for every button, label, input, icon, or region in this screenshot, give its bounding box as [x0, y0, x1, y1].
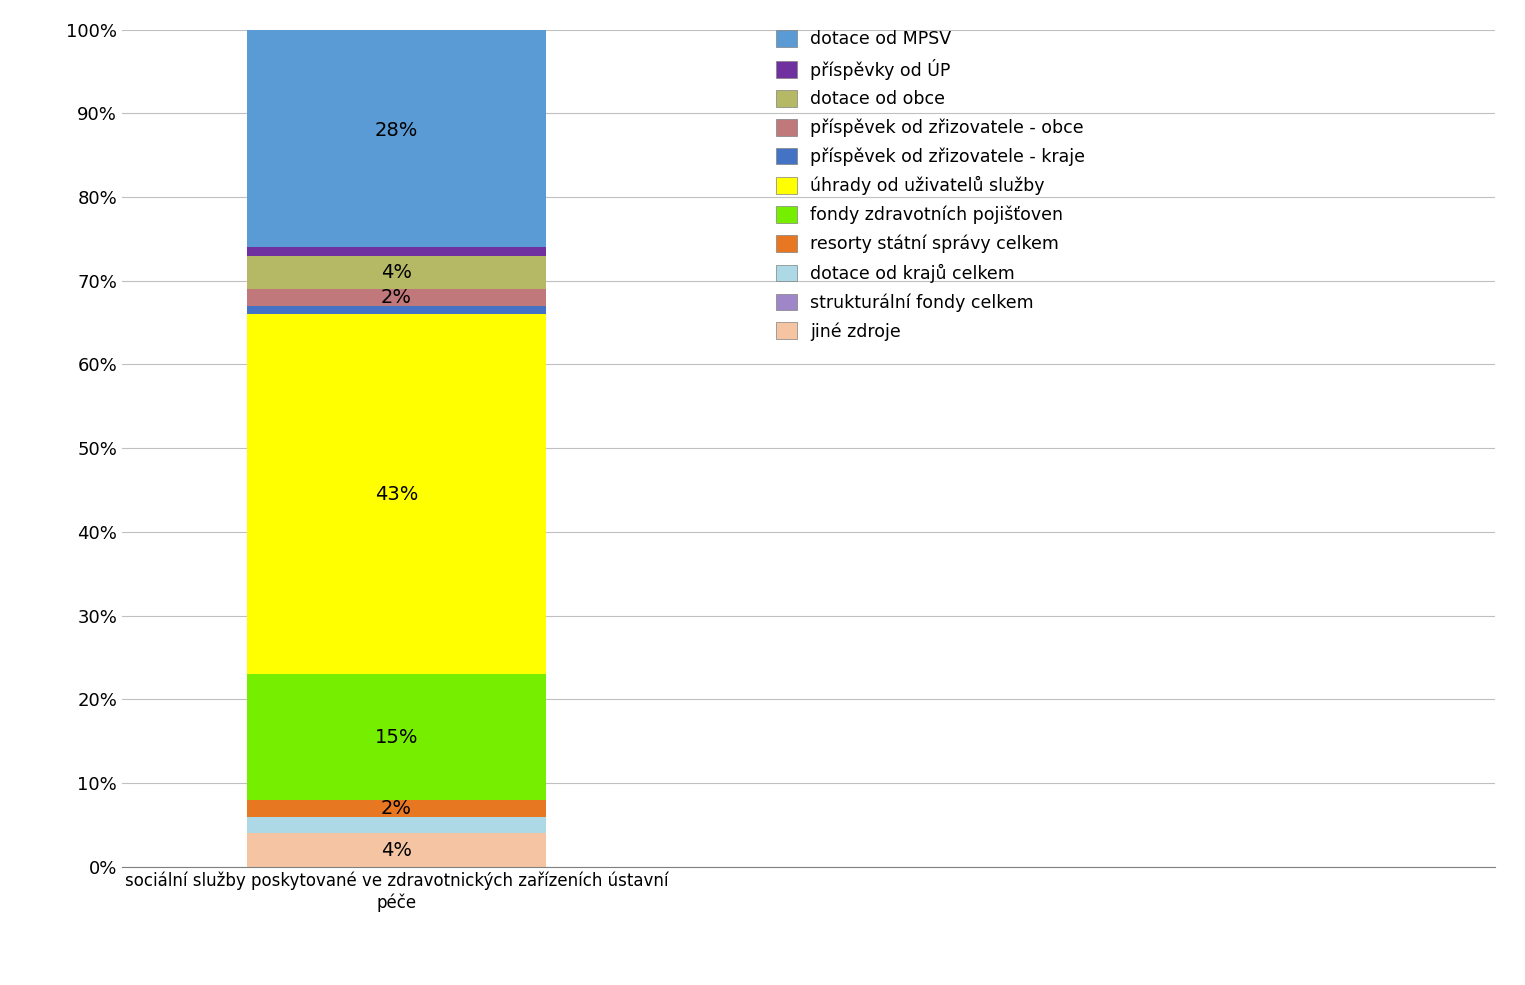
Bar — [247, 674, 546, 800]
Bar — [247, 247, 546, 256]
Bar — [247, 833, 546, 867]
Bar — [247, 13, 546, 247]
Text: 2%: 2% — [381, 799, 412, 818]
Text: 2%: 2% — [381, 288, 412, 307]
Text: 4%: 4% — [381, 840, 412, 860]
Bar — [247, 800, 546, 817]
Bar — [247, 817, 546, 833]
Text: 4%: 4% — [381, 263, 412, 282]
Text: 15%: 15% — [375, 728, 418, 747]
Bar — [247, 314, 546, 674]
Text: 43%: 43% — [375, 485, 418, 503]
Bar — [247, 256, 546, 290]
Legend: dotace od MPSV, příspěvky od ÚP, dotace od obce, příspěvek od zřizovatele - obce: dotace od MPSV, příspěvky od ÚP, dotace … — [776, 30, 1086, 341]
Bar — [247, 305, 546, 314]
Bar — [247, 290, 546, 305]
Text: 28%: 28% — [375, 120, 418, 140]
